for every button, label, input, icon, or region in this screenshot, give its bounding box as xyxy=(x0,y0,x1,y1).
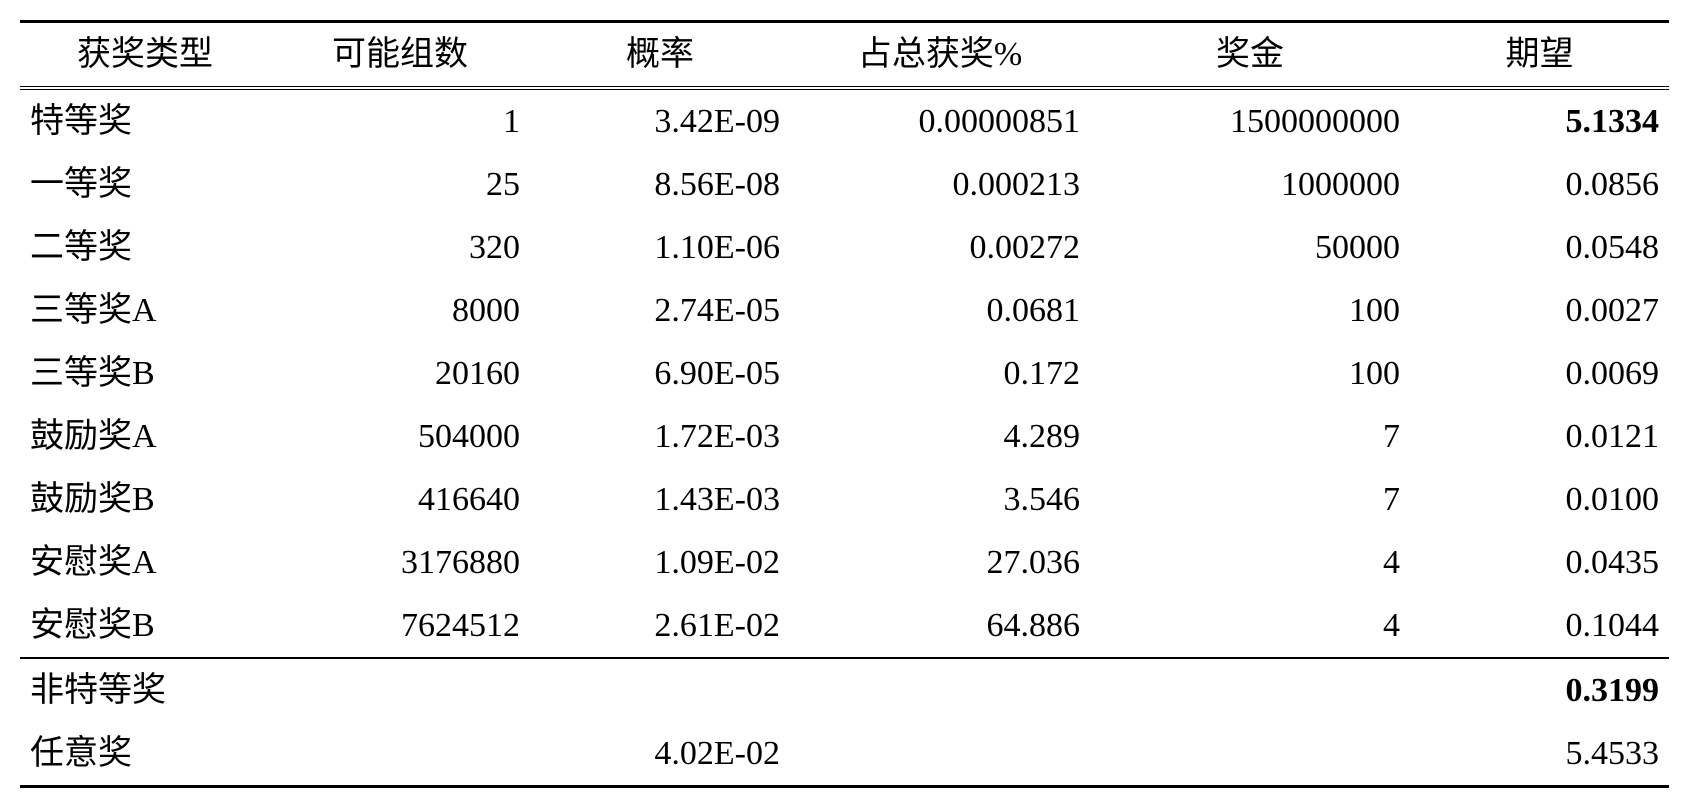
cell: 4.02E-02 xyxy=(530,722,790,787)
cell: 50000 xyxy=(1090,216,1410,279)
cell: 1.10E-06 xyxy=(530,216,790,279)
cell: 0.000213 xyxy=(790,153,1090,216)
cell: 6.90E-05 xyxy=(530,342,790,405)
cell: 2.61E-02 xyxy=(530,594,790,658)
table-row: 鼓励奖A5040001.72E-034.28970.0121 xyxy=(20,405,1669,468)
cell: 5.4533 xyxy=(1410,722,1669,787)
cell: 0.0027 xyxy=(1410,279,1669,342)
cell: 1 xyxy=(270,88,530,153)
cell: 100 xyxy=(1090,279,1410,342)
table-row: 安慰奖B76245122.61E-0264.88640.1044 xyxy=(20,594,1669,658)
cell: 0.0100 xyxy=(1410,468,1669,531)
cell: 三等奖B xyxy=(20,342,270,405)
cell: 1.09E-02 xyxy=(530,531,790,594)
table-row: 任意奖 4.02E-02 5.4533 xyxy=(20,722,1669,787)
cell: 4 xyxy=(1090,594,1410,658)
cell: 320 xyxy=(270,216,530,279)
cell: 非特等奖 xyxy=(20,658,270,722)
table-row: 特等奖13.42E-090.0000085115000000005.1334 xyxy=(20,88,1669,153)
table-row: 一等奖258.56E-080.00021310000000.0856 xyxy=(20,153,1669,216)
col-header: 期望 xyxy=(1410,22,1669,89)
cell: 0.172 xyxy=(790,342,1090,405)
cell: 任意奖 xyxy=(20,722,270,787)
cell: 504000 xyxy=(270,405,530,468)
cell: 7 xyxy=(1090,405,1410,468)
cell: 8000 xyxy=(270,279,530,342)
table-row: 鼓励奖B4166401.43E-033.54670.0100 xyxy=(20,468,1669,531)
cell: 0.0856 xyxy=(1410,153,1669,216)
cell: 7624512 xyxy=(270,594,530,658)
col-header: 概率 xyxy=(530,22,790,89)
cell: 64.886 xyxy=(790,594,1090,658)
header-row: 获奖类型 可能组数 概率 占总获奖% 奖金 期望 xyxy=(20,22,1669,89)
cell: 3176880 xyxy=(270,531,530,594)
cell: 100 xyxy=(1090,342,1410,405)
table-row: 安慰奖A31768801.09E-0227.03640.0435 xyxy=(20,531,1669,594)
cell: 0.1044 xyxy=(1410,594,1669,658)
cell xyxy=(270,658,530,722)
cell: 3.42E-09 xyxy=(530,88,790,153)
cell: 8.56E-08 xyxy=(530,153,790,216)
table-row: 三等奖A80002.74E-050.06811000.0027 xyxy=(20,279,1669,342)
cell: 25 xyxy=(270,153,530,216)
cell: 0.0435 xyxy=(1410,531,1669,594)
cell xyxy=(1090,658,1410,722)
cell: 三等奖A xyxy=(20,279,270,342)
cell: 3.546 xyxy=(790,468,1090,531)
cell: 1500000000 xyxy=(1090,88,1410,153)
cell: 特等奖 xyxy=(20,88,270,153)
cell: 鼓励奖B xyxy=(20,468,270,531)
col-header: 可能组数 xyxy=(270,22,530,89)
col-header: 奖金 xyxy=(1090,22,1410,89)
col-header: 获奖类型 xyxy=(20,22,270,89)
cell: 0.00272 xyxy=(790,216,1090,279)
cell xyxy=(530,658,790,722)
cell xyxy=(790,658,1090,722)
cell: 0.0681 xyxy=(790,279,1090,342)
cell: 0.0069 xyxy=(1410,342,1669,405)
cell: 20160 xyxy=(270,342,530,405)
cell: 0.0121 xyxy=(1410,405,1669,468)
cell xyxy=(270,722,530,787)
table-row: 三等奖B201606.90E-050.1721000.0069 xyxy=(20,342,1669,405)
cell: 二等奖 xyxy=(20,216,270,279)
cell: 鼓励奖A xyxy=(20,405,270,468)
cell: 4.289 xyxy=(790,405,1090,468)
cell: 27.036 xyxy=(790,531,1090,594)
cell xyxy=(1090,722,1410,787)
cell: 0.00000851 xyxy=(790,88,1090,153)
col-header: 占总获奖% xyxy=(790,22,1090,89)
cell: 0.0548 xyxy=(1410,216,1669,279)
cell: 安慰奖B xyxy=(20,594,270,658)
cell: 一等奖 xyxy=(20,153,270,216)
cell: 5.1334 xyxy=(1410,88,1669,153)
cell: 1.72E-03 xyxy=(530,405,790,468)
table-row: 非特等奖 0.3199 xyxy=(20,658,1669,722)
cell: 2.74E-05 xyxy=(530,279,790,342)
table-row: 二等奖3201.10E-060.00272500000.0548 xyxy=(20,216,1669,279)
cell: 0.3199 xyxy=(1410,658,1669,722)
prize-table: 获奖类型 可能组数 概率 占总获奖% 奖金 期望 特等奖13.42E-090.0… xyxy=(20,20,1669,788)
cell: 416640 xyxy=(270,468,530,531)
cell: 安慰奖A xyxy=(20,531,270,594)
cell: 1000000 xyxy=(1090,153,1410,216)
cell xyxy=(790,722,1090,787)
cell: 4 xyxy=(1090,531,1410,594)
cell: 1.43E-03 xyxy=(530,468,790,531)
cell: 7 xyxy=(1090,468,1410,531)
